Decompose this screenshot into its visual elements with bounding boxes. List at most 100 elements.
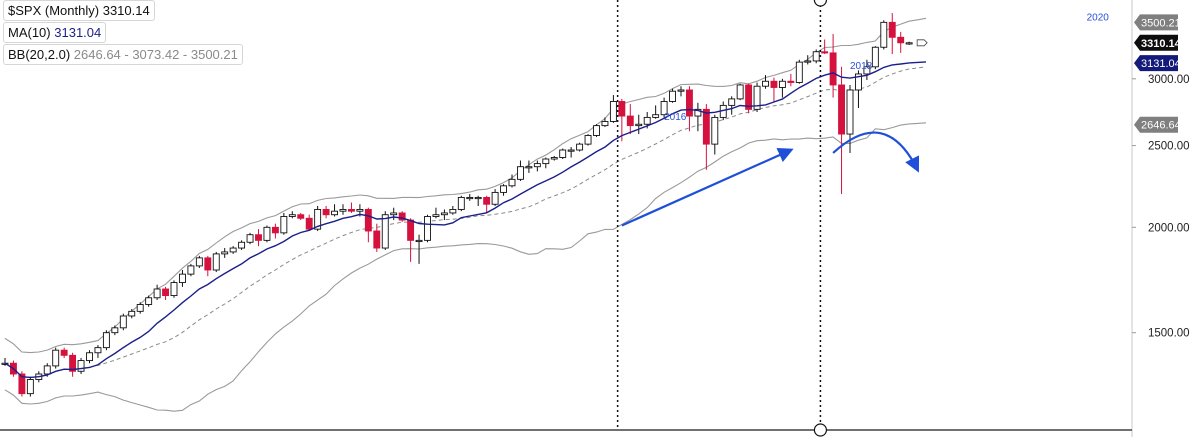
y-tick-label: 3000.00 <box>1148 74 1190 86</box>
candle-body <box>69 354 77 372</box>
y-tick-label: 2000.00 <box>1148 222 1190 234</box>
candle-down <box>618 98 626 142</box>
candle-up <box>415 234 423 264</box>
grid-layer <box>0 0 1133 437</box>
candle-body <box>871 46 879 68</box>
candle-up <box>145 295 153 307</box>
candle-up <box>677 86 685 97</box>
candle-body <box>474 196 482 200</box>
candle-body <box>204 257 212 271</box>
candle-body <box>626 115 634 127</box>
price-label-box <box>1134 116 1178 133</box>
candle-body <box>339 208 347 212</box>
candle-up <box>170 280 178 298</box>
candle-body <box>525 166 533 169</box>
candle-up <box>778 78 786 98</box>
candle-body <box>271 226 279 234</box>
candle-body <box>770 80 778 88</box>
candle-up <box>601 117 609 128</box>
legend-interval: (Monthly) <box>44 3 100 18</box>
price-label-gray: 2646.64 <box>1134 116 1181 133</box>
candle-up <box>178 269 186 287</box>
candle-body <box>43 365 51 375</box>
candle-up <box>119 313 127 331</box>
candle-body <box>609 101 617 122</box>
candle-body <box>593 125 600 136</box>
moving-average-layer <box>4 61 927 379</box>
price-label-box <box>1134 14 1178 31</box>
candle-up <box>804 55 812 65</box>
candle-body <box>229 247 237 253</box>
candle-up <box>111 325 119 336</box>
candle-body <box>60 349 68 356</box>
candle-body <box>905 42 913 45</box>
candle-body <box>483 196 491 205</box>
bollinger-layer <box>4 17 927 412</box>
candle-body <box>804 60 812 63</box>
bollinger-middle-band <box>4 66 927 378</box>
candle-body <box>778 80 786 88</box>
candle-body <box>686 89 693 117</box>
candle-up <box>221 248 229 258</box>
candle-body <box>728 98 736 106</box>
candle-body <box>305 217 313 230</box>
markers-layer <box>616 0 928 437</box>
candle-body <box>821 51 829 54</box>
candle-up <box>280 212 288 235</box>
candle-body <box>550 157 558 160</box>
candle-body <box>736 84 744 100</box>
candle-up <box>263 225 271 243</box>
candle-up <box>128 309 136 319</box>
bollinger-lower-band <box>4 122 927 412</box>
candle-body <box>162 288 170 297</box>
candle-up <box>195 255 203 268</box>
candle-body <box>618 101 626 117</box>
candle-up <box>94 345 102 358</box>
candle-down <box>305 214 313 231</box>
legend-bb-row: BB(20,2.0) 2646.64 - 3073.42 - 3500.21 <box>3 44 243 65</box>
candle-body <box>677 89 685 92</box>
bollinger-upper-band <box>4 17 927 354</box>
candle-up <box>660 97 668 118</box>
candle-up <box>905 41 913 46</box>
candle-body <box>297 214 305 219</box>
candle-up <box>593 124 600 137</box>
candle-body <box>466 196 474 200</box>
candle-up <box>652 105 660 119</box>
candle-down <box>364 207 372 243</box>
candle-up <box>339 204 347 215</box>
price-label-black: 3310.14 <box>1134 34 1182 51</box>
vertical-marker-handle-top <box>813 0 828 7</box>
candle-body <box>652 114 660 118</box>
candle-up <box>381 211 389 250</box>
candle-down <box>18 371 26 397</box>
candle-body <box>331 210 338 216</box>
candle-up <box>440 209 448 221</box>
candle-body <box>888 21 896 38</box>
candle-up <box>728 96 736 115</box>
legend-ma-row: MA(10) 3131.04 <box>3 22 107 43</box>
price-label-box <box>1134 34 1178 51</box>
candle-body <box>373 230 381 249</box>
candle-body <box>517 166 524 180</box>
candle-body <box>897 36 905 44</box>
candle-up <box>474 195 482 206</box>
candle-up <box>508 174 516 188</box>
candle-body <box>136 304 144 312</box>
candle-body <box>263 226 271 241</box>
price-label-text: 3310.14 <box>1141 38 1182 50</box>
candle-body <box>601 121 609 127</box>
candle-down <box>787 73 795 87</box>
candle-body <box>457 196 465 210</box>
candle-body <box>567 149 575 152</box>
y-tick-label: 1500.00 <box>1148 328 1190 340</box>
candle-body <box>128 310 136 317</box>
legend-symbol: $SPX <box>8 3 42 18</box>
candle-down <box>829 34 837 98</box>
candle-body <box>238 241 246 249</box>
candle-body <box>745 84 753 110</box>
candle-up <box>559 148 567 160</box>
candle-down <box>407 218 415 262</box>
candle-body <box>643 116 651 125</box>
